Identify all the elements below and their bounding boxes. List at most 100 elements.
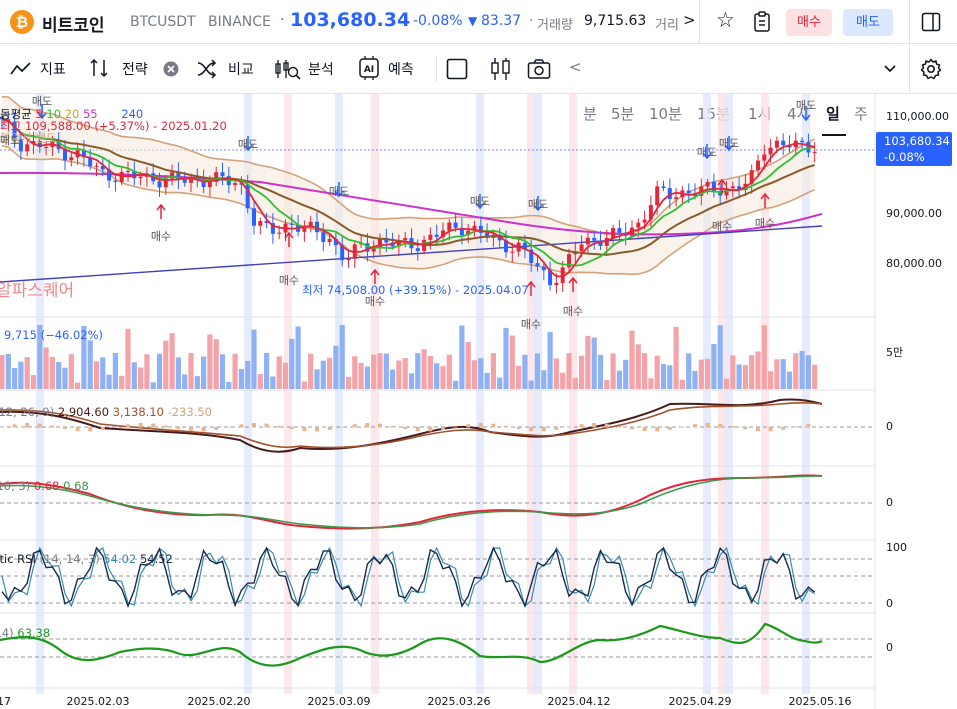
header-scroll-right-icon[interactable]: > (683, 11, 696, 29)
volume-bar (415, 353, 421, 389)
volume-more: 거리 (655, 18, 679, 33)
y-tick-110000: 110,000.00 (886, 110, 949, 123)
candle-body (781, 140, 786, 146)
tab-timeframe[interactable]: 10분 (649, 105, 682, 123)
signal-highlight-band (569, 94, 577, 694)
stoch-k-value: 0.68 (33, 479, 60, 493)
srsi-k-value: 54.02 (103, 552, 137, 566)
symbol-label[interactable]: BTCUSDT (130, 14, 196, 30)
tab-timeframe[interactable]: 주 (854, 105, 868, 123)
tab-timeframe[interactable]: 일 (826, 105, 840, 123)
change-arrow-icon: ▼ (468, 14, 478, 28)
macd-histogram-bar (516, 427, 521, 430)
ma5-label: 5 (35, 107, 43, 121)
volume-bar (629, 330, 635, 389)
clipboard-icon[interactable] (752, 11, 772, 33)
ma-legend: 동평균 5 10 20 55 240 (0, 106, 143, 122)
chevron-down-icon[interactable] (883, 64, 897, 74)
settings-gear-icon[interactable] (920, 58, 942, 80)
volume-bar (377, 353, 383, 389)
candle-body (774, 140, 779, 148)
volume-bar (799, 350, 805, 389)
macd-histogram-bar (541, 427, 546, 432)
toolbar-divider (436, 56, 437, 82)
macd-histogram-bar (667, 427, 672, 430)
volume-legend: 9,715 (−46.02%) (4, 328, 104, 342)
volume-bar (534, 353, 541, 389)
macd-value: 2,904.60 (57, 405, 110, 419)
current-price: 103,680.34 (290, 9, 411, 31)
compare-button[interactable]: 비교 (228, 62, 254, 78)
candle-body (749, 170, 754, 184)
sell-signal-label: 매도 (328, 185, 350, 198)
volume-bar (566, 353, 572, 389)
sell-arrow-icon (334, 182, 344, 198)
candle-body (94, 165, 99, 167)
volume-bar (30, 375, 37, 389)
favorite-star-icon[interactable]: ☆ (716, 8, 735, 32)
candle-body (252, 208, 256, 226)
volume-bar (408, 373, 415, 389)
macd-histogram-bar (25, 423, 30, 428)
candle-body (598, 240, 603, 246)
macd-histogram-bar (352, 424, 357, 428)
sell-signal-label: 매도 (527, 198, 549, 211)
candle-body (346, 258, 351, 261)
macd-histogram-bar (0, 427, 4, 428)
buy-button[interactable]: 매수 (786, 9, 832, 36)
camera-icon[interactable] (527, 58, 551, 80)
macd-histogram-bar (201, 427, 206, 432)
volume-bar (24, 357, 30, 389)
macd-histogram-bar (592, 423, 597, 428)
signal-highlight-band (534, 94, 542, 694)
srsi-axis-100: 100 (886, 541, 907, 554)
volume-bar (339, 325, 345, 389)
srsi-params: (14, 14, 3) (39, 552, 100, 566)
volume-bar (396, 360, 402, 389)
square-tool-icon[interactable] (446, 58, 468, 80)
candle-body (655, 186, 660, 206)
header-divider-2 (909, 0, 910, 44)
price-chart[interactable] (0, 94, 957, 709)
srsi-label: Stochastic RSI (0, 552, 36, 566)
strategy-button[interactable]: 전략 (122, 62, 148, 78)
srsi-axis-0: 0 (886, 597, 893, 610)
candle-body (113, 180, 118, 183)
volume-bar (673, 327, 679, 389)
buy-arrow-icon (717, 178, 727, 194)
timeframe-prev-icon[interactable]: < (569, 58, 582, 76)
volume-bar (49, 356, 55, 389)
volume-bar (660, 364, 667, 389)
candle-body (522, 242, 527, 250)
macd-histogram-bar (138, 423, 143, 428)
volume-bar (282, 362, 289, 389)
osc-params: (14) (0, 626, 14, 640)
close-circle-icon[interactable] (163, 61, 179, 77)
candle-body (579, 244, 584, 252)
srsi-d-value: 54.52 (139, 552, 173, 566)
srsi-d-line (1, 546, 816, 608)
sell-arrow-icon (702, 144, 712, 160)
candle-style-icon[interactable] (490, 56, 512, 82)
panel-toggle-icon[interactable] (921, 12, 941, 32)
macd-signal-value: 3,138.10 (112, 405, 164, 419)
indicators-button[interactable]: 지표 (40, 62, 66, 78)
volume-bar (560, 372, 566, 389)
tab-timeframe[interactable]: 5분 (611, 105, 635, 123)
candle-body (245, 184, 250, 209)
price-tag-value: 103,680.34 (884, 134, 950, 148)
volume-bar (509, 335, 515, 389)
predict-button[interactable]: 예측 (388, 62, 414, 78)
sell-button[interactable]: 매도 (843, 9, 893, 36)
macd-histogram-bar (428, 427, 433, 432)
price-tag-change: -0.08% (884, 150, 925, 164)
volume-bar (62, 367, 68, 389)
tab-timeframe[interactable]: 분 (583, 105, 597, 123)
candle-body (170, 172, 175, 179)
macd-histogram-bar (718, 423, 723, 428)
candle-body (264, 221, 269, 224)
buy-arrow-icon (526, 280, 536, 296)
ma10-line (1, 118, 815, 267)
ma20-label: 20 (64, 107, 80, 121)
analysis-button[interactable]: 분석 (308, 62, 334, 78)
